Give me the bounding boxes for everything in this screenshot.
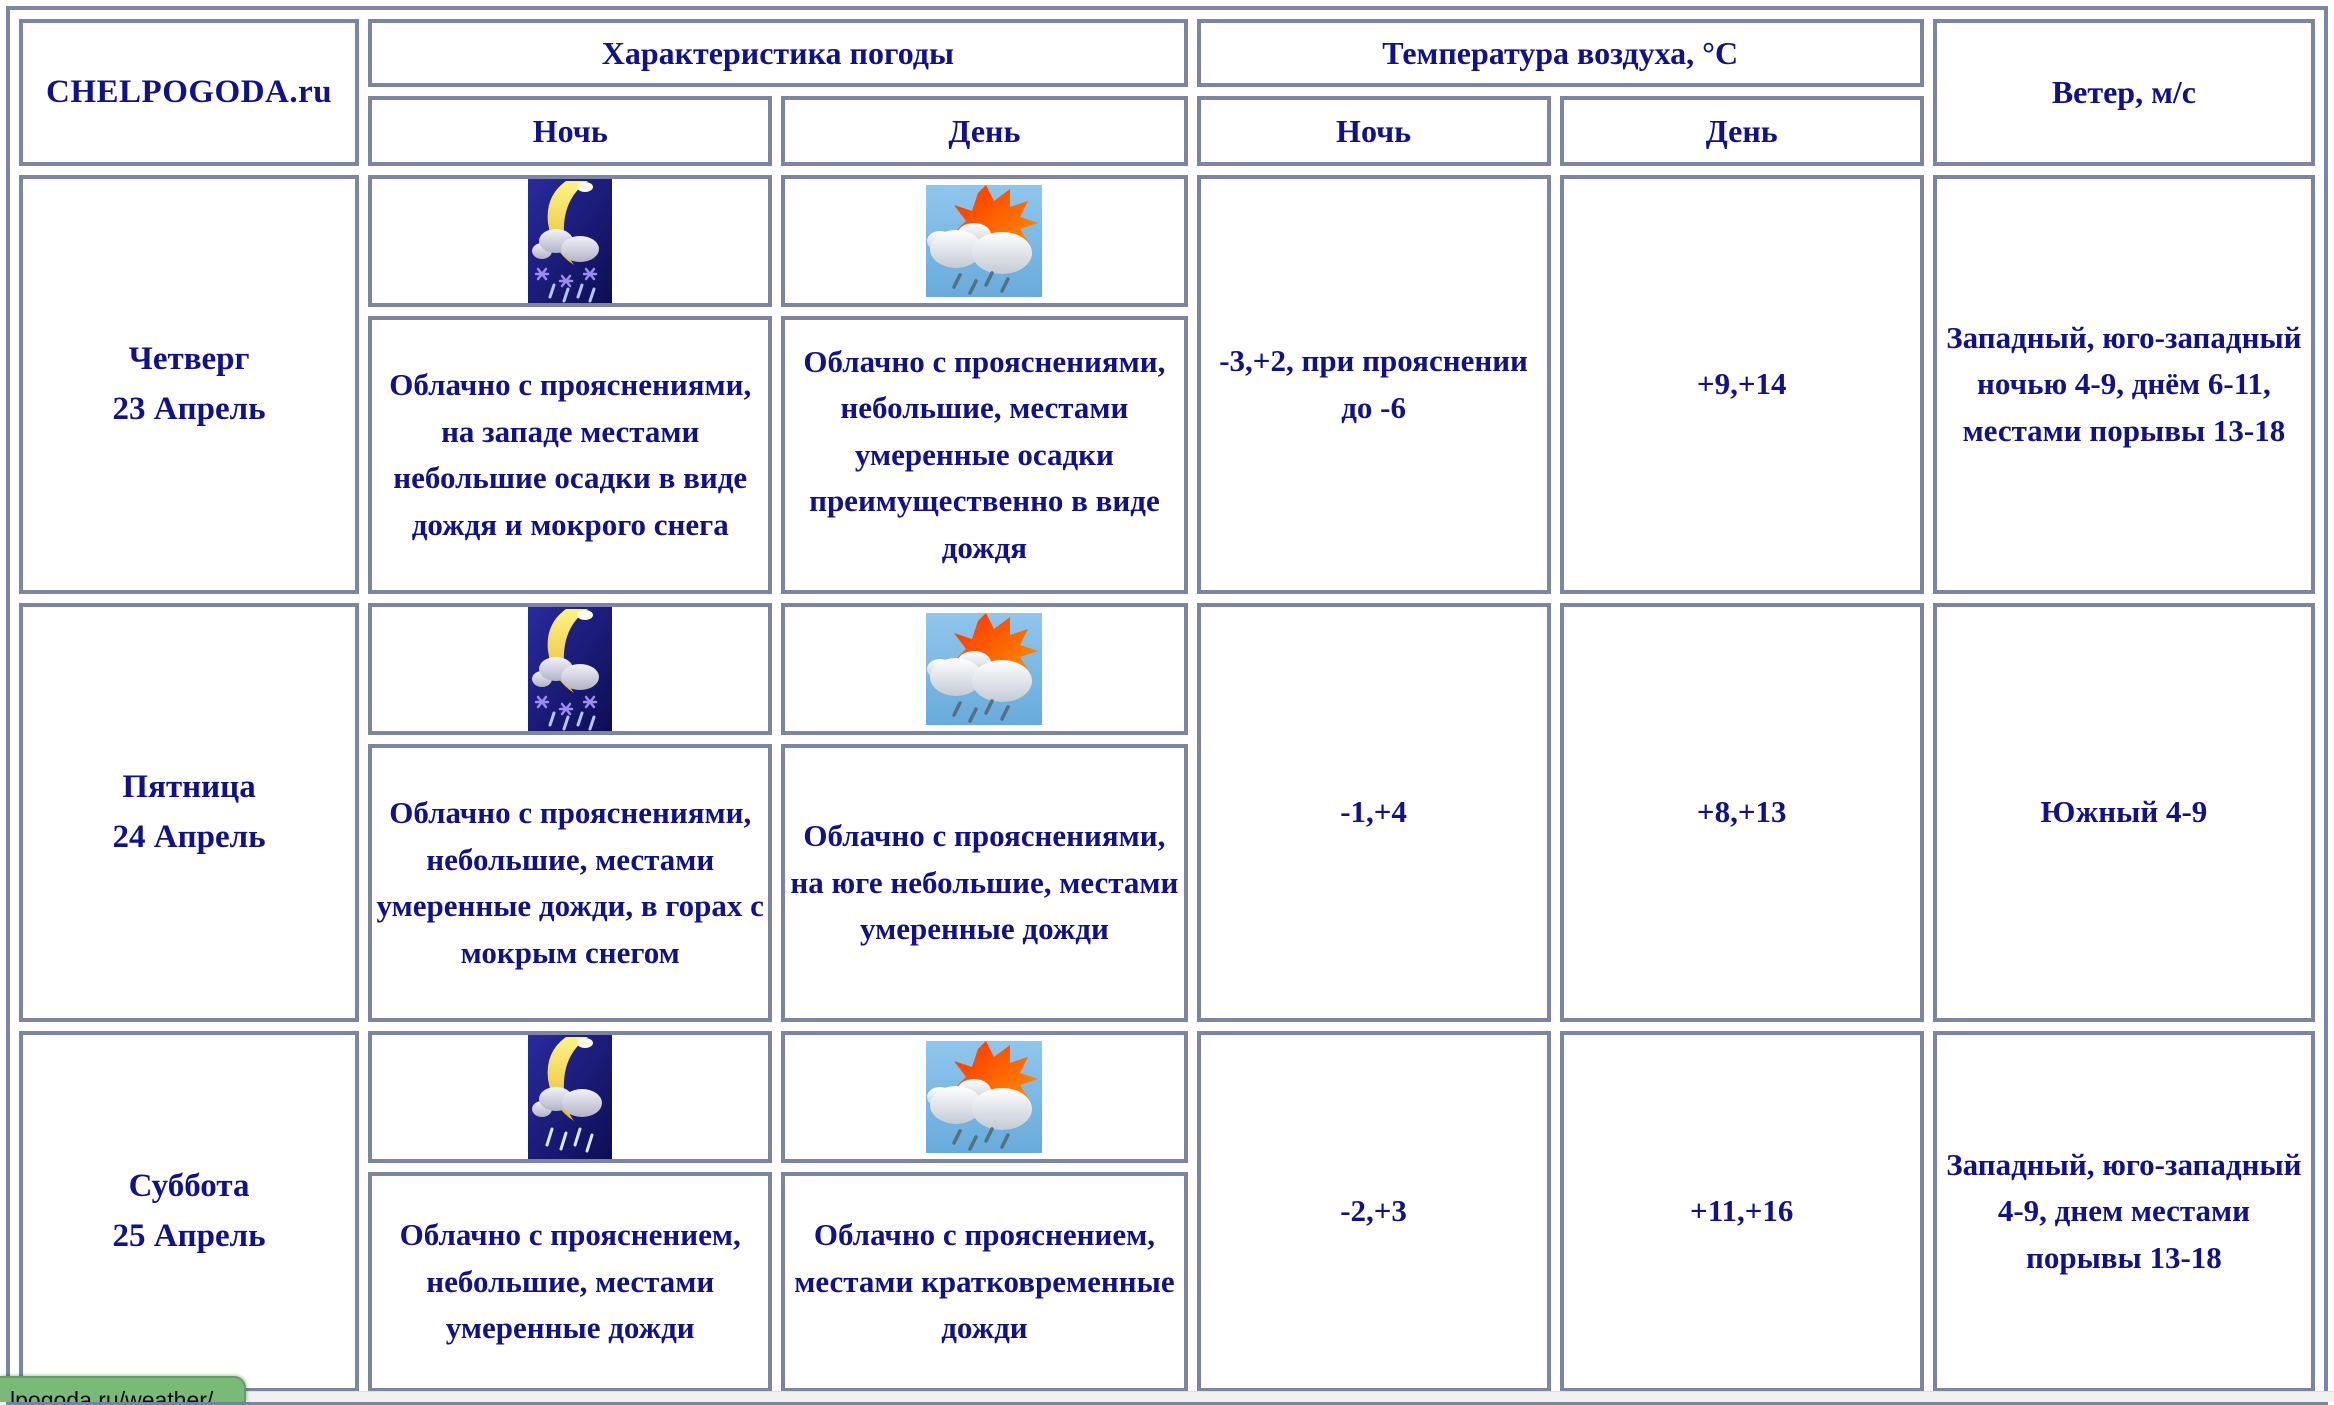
forecast-table: CHELPOGODA.ru Характеристика погоды Темп… (6, 6, 2328, 1405)
subheader-characteristics-day: День (781, 96, 1188, 166)
day-name: Суббота (128, 1168, 250, 1204)
header-temperature: Температура воздуха, °С (1196, 19, 1924, 87)
day-cell-saturday: Суббота 25 Апрель (19, 1031, 360, 1392)
night-description: Облачно с прояснениями, на западе местам… (368, 316, 773, 594)
night-icon-cell (368, 175, 773, 307)
day-temperature: +9,+14 (1559, 175, 1924, 594)
sun-clouds-rain-icon (926, 1041, 1042, 1153)
night-description: Облачно с прояснениями, небольшие, места… (368, 744, 773, 1022)
subheader-temperature-night: Ночь (1196, 96, 1551, 166)
wind-cell: Западный, юго-западный ночью 4-9, днём 6… (1932, 175, 2315, 594)
day-icon-cell (781, 1031, 1188, 1163)
day-icon-cell (781, 603, 1188, 735)
night-temperature: -3,+2, при прояснении до -6 (1196, 175, 1551, 594)
day-name: Четверг (128, 341, 250, 377)
sun-clouds-rain-icon (926, 613, 1042, 725)
night-icon-cell (368, 603, 773, 735)
sun-clouds-rain-icon (926, 185, 1042, 297)
wind-cell: Западный, юго-западный 4-9, днем местами… (1932, 1031, 2315, 1392)
moon-clouds-snow-rain-icon (528, 179, 612, 303)
wind-cell: Южный 4-9 (1932, 603, 2315, 1022)
night-temperature: -2,+3 (1196, 1031, 1551, 1392)
header-wind: Ветер, м/с (1932, 19, 2315, 166)
night-temperature: -1,+4 (1196, 603, 1551, 1022)
window-edge-strip (0, 1391, 2334, 1402)
moon-clouds-snow-rain-icon (528, 607, 612, 731)
moon-clouds-rain-icon (528, 1035, 612, 1159)
day-temperature: +11,+16 (1559, 1031, 1924, 1392)
day-description: Облачно с прояснением, местами кратковре… (781, 1172, 1188, 1392)
day-temperature: +8,+13 (1559, 603, 1924, 1022)
brand-text: CHELPOGODA.ru (46, 74, 333, 110)
day-cell-thursday: Четверг 23 Апрель (19, 175, 360, 594)
subheader-temperature-day: День (1559, 96, 1924, 166)
night-icon-cell (368, 1031, 773, 1163)
day-description: Облачно с прояснениями, небольшие, места… (781, 316, 1188, 594)
subheader-characteristics-night: Ночь (368, 96, 773, 166)
header-weather-characteristics: Характеристика погоды (368, 19, 1188, 87)
day-date: 25 Апрель (112, 1217, 266, 1254)
status-link-preview: lpogoda.ru/weather/ (0, 1376, 246, 1402)
day-cell-friday: Пятница 24 Апрель (19, 603, 360, 1022)
day-icon-cell (781, 175, 1188, 307)
day-date: 24 Апрель (112, 818, 266, 855)
day-description: Облачно с прояснениями, на юге небольшие… (781, 744, 1188, 1022)
night-description: Облачно с прояснением, небольшие, местам… (368, 1172, 773, 1392)
brand-cell: CHELPOGODA.ru (19, 19, 360, 166)
day-date: 23 Апрель (112, 390, 266, 427)
day-name: Пятница (122, 769, 256, 805)
